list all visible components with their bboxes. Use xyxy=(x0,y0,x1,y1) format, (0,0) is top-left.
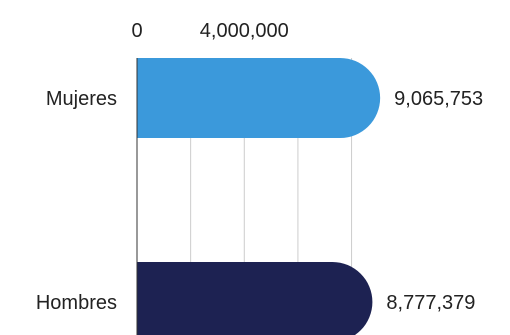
x-tick-labels: 0 4,000,000 xyxy=(131,20,288,42)
bars xyxy=(137,58,381,335)
value-label-mujeres: 9,065,753 xyxy=(394,88,483,110)
category-labels: Mujeres Hombres xyxy=(36,88,117,314)
value-labels: 9,065,753 8,777,379 xyxy=(386,88,483,314)
value-label-hombres: 8,777,379 xyxy=(386,292,475,314)
bar-mujeres xyxy=(137,58,381,138)
category-label-mujeres: Mujeres xyxy=(46,88,117,110)
x-tick-label-1: 0 xyxy=(131,20,142,42)
x-tick-label-2: 4,000,000 xyxy=(200,20,289,42)
category-label-hombres: Hombres xyxy=(36,292,117,314)
bar-hombres xyxy=(137,262,373,335)
